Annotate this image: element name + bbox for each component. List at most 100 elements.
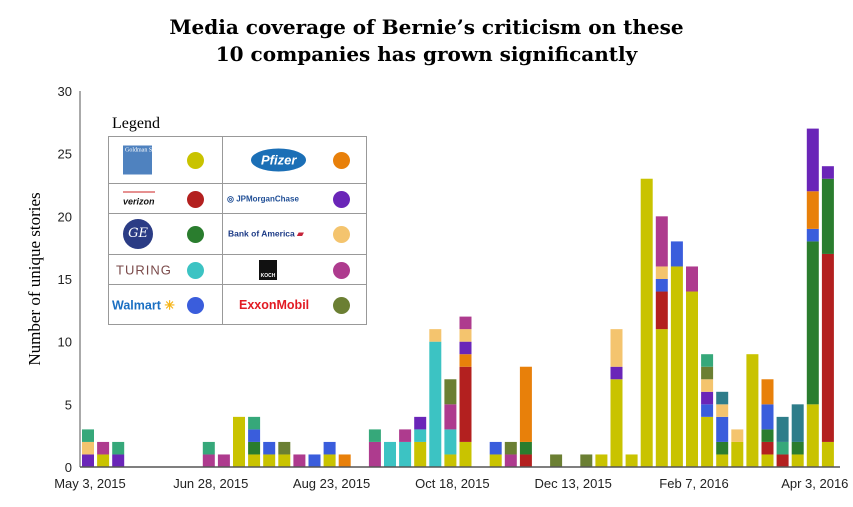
bar-segment-jp xyxy=(112,454,125,467)
bar-week-27 xyxy=(489,441,502,467)
bar-segment-vz xyxy=(821,253,834,442)
bar-segment-gs xyxy=(414,441,427,467)
bar-segment-sg xyxy=(202,441,215,455)
bar-week-44 xyxy=(746,354,759,467)
bar-segment-sg xyxy=(701,354,714,367)
bar-week-37 xyxy=(640,178,653,467)
y-tick-label: 15 xyxy=(58,272,72,287)
bar-segment-gs xyxy=(640,178,653,467)
bar-week-48 xyxy=(806,128,819,467)
legend-item-vz: verizon xyxy=(109,184,223,214)
bar-segment-jp xyxy=(701,391,714,405)
bar-segment-wm xyxy=(489,441,502,455)
bar-segment-pf xyxy=(761,379,774,405)
bar-week-36 xyxy=(625,454,638,467)
bar-week-35 xyxy=(610,329,623,467)
bar-segment-ba xyxy=(731,429,744,442)
legend-color-dot xyxy=(187,261,204,279)
bar-segment-gs xyxy=(731,441,744,467)
bar-week-8 xyxy=(202,441,215,467)
bar-segment-ge xyxy=(806,241,819,405)
x-tick-label: Apr 3, 2016 xyxy=(781,476,848,491)
bar-segment-gs xyxy=(248,454,261,467)
bar-week-16 xyxy=(323,441,336,467)
bar-segment-pf xyxy=(459,354,472,367)
bar-segment-wm xyxy=(701,404,714,417)
bar-segment-jp xyxy=(459,341,472,355)
bar-segment-ko xyxy=(655,216,668,267)
x-tick-label: Aug 23, 2015 xyxy=(293,476,370,491)
bar-week-39 xyxy=(670,241,683,467)
bar-segment-gs xyxy=(489,454,502,467)
bar-segment-sg xyxy=(82,429,94,442)
bar-week-17 xyxy=(338,454,351,467)
x-tick-label: Jun 28, 2015 xyxy=(173,476,248,491)
bar-segment-ba xyxy=(610,329,623,367)
bar-segment-ko xyxy=(504,454,517,467)
x-tick-label: Oct 18, 2015 xyxy=(415,476,489,491)
jpm-octagon-icon: ◎ xyxy=(227,194,237,203)
bar-segment-ge xyxy=(716,441,729,455)
bar-segment-gs xyxy=(444,454,457,467)
bar-segment-gs xyxy=(701,416,714,467)
bar-segment-gs xyxy=(821,441,834,467)
bar-segment-pf xyxy=(338,454,351,467)
legend-item-jp: ◎ JPMorganChase xyxy=(223,184,366,214)
bar-segment-ko xyxy=(686,266,698,292)
bars xyxy=(82,128,834,467)
bar-week-13 xyxy=(278,441,291,467)
bar-segment-ge xyxy=(821,178,834,254)
legend-color-dot xyxy=(333,190,350,208)
bar-week-29 xyxy=(519,366,532,467)
bar-segment-jp xyxy=(610,366,623,380)
bar-segment-wm xyxy=(263,441,276,455)
bar-segment-gs xyxy=(761,454,774,467)
bar-segment-xo xyxy=(504,441,517,455)
xo-logo: ExxonMobil xyxy=(239,298,309,312)
bar-segment-vz xyxy=(655,291,668,330)
y-tick-label: 30 xyxy=(58,84,72,99)
bar-segment-jp xyxy=(414,416,427,430)
bar-segment-vz xyxy=(519,454,532,467)
bar-week-42 xyxy=(716,391,729,467)
bar-week-14 xyxy=(293,454,306,467)
bar-segment-xo xyxy=(278,441,291,455)
x-axis-ticks: May 3, 2015 Jun 28, 2015 Aug 23, 2015 Oct 1… xyxy=(54,476,848,491)
bar-week-12 xyxy=(263,441,276,467)
bar-segment-jp xyxy=(821,166,834,179)
legend-color-dot xyxy=(187,226,204,243)
ge-logo: GE xyxy=(123,219,153,249)
bar-segment-tu xyxy=(384,441,396,467)
bar-segment-ko xyxy=(399,429,412,442)
y-tick-label: 25 xyxy=(58,147,72,162)
bar-segment-ko xyxy=(97,441,110,455)
legend-item-ko: KOCH xyxy=(223,255,366,285)
bar-week-47 xyxy=(791,404,804,467)
bar-segment-gs xyxy=(655,329,668,467)
x-tick-label: May 3, 2015 xyxy=(54,476,126,491)
bar-segment-sg xyxy=(112,441,125,455)
bar-segment-wm xyxy=(248,429,261,442)
bar-segment-gs xyxy=(323,454,336,467)
pf-logo: Pfizer xyxy=(251,148,307,172)
bar-week-28 xyxy=(504,441,517,467)
bar-week-10 xyxy=(233,416,245,467)
legend-label: GE xyxy=(128,226,148,241)
bar-segment-ge xyxy=(248,441,261,455)
bar-segment-gs xyxy=(459,441,472,467)
legend-label: TURING xyxy=(116,262,172,277)
bar-week-24 xyxy=(444,379,457,467)
legend-color-dot xyxy=(333,261,350,279)
bar-segment-ge xyxy=(519,441,532,455)
bar-segment-xo xyxy=(580,454,593,467)
legend-item-wm: Walmart ✳ xyxy=(109,285,223,324)
bar-segment-xo xyxy=(550,454,563,467)
walmart-spark-icon: ✳ xyxy=(160,298,175,312)
bar-week-21 xyxy=(399,429,412,467)
legend-item-pf: Pfizer xyxy=(223,137,366,184)
bar-segment-gs xyxy=(791,454,804,467)
y-tick-label: 5 xyxy=(65,397,72,412)
bar-segment-ko xyxy=(444,404,457,430)
bar-week-20 xyxy=(384,441,396,467)
bar-segment-ge xyxy=(791,441,804,455)
